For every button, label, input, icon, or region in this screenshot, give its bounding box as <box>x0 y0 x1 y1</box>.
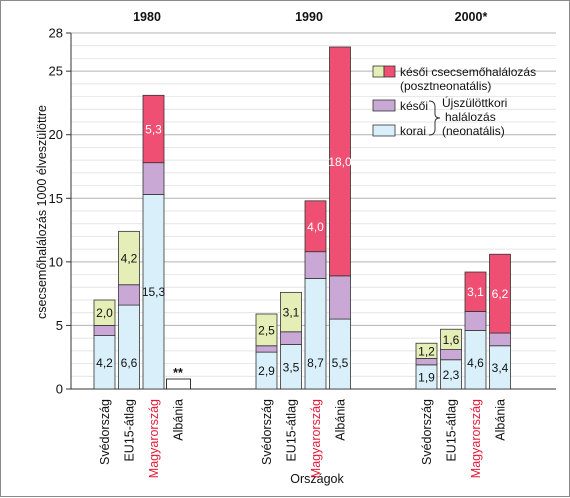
bar-kesoi <box>489 332 511 347</box>
legend-label-korai: korai <box>400 124 426 138</box>
year-label: 1980 <box>133 10 161 24</box>
bar-posztneonatalis <box>93 299 116 326</box>
category-label: Svédország <box>260 399 274 465</box>
bar-value-label: 8,7 <box>307 356 324 370</box>
category-label: EU15-átlag <box>123 399 137 462</box>
bar-posztneonatalis <box>118 230 140 286</box>
category-label: Svédország <box>98 399 112 465</box>
bar-value-label: 2,3 <box>443 368 460 382</box>
bar-value-label: 5,3 <box>145 122 162 136</box>
bar-posztneonatalis <box>489 253 511 334</box>
bar-value-label: 2,5 <box>258 323 275 337</box>
bar-value-label: 1,2 <box>418 344 435 358</box>
bar-posztneonatalis <box>255 313 278 347</box>
legend-label-kesoi: késői <box>400 99 428 113</box>
bar-value-label: 3,5 <box>283 360 300 374</box>
bar-posztneonatalis <box>464 271 487 312</box>
bar-kesoi <box>415 358 438 366</box>
category-label: Magyarország <box>147 399 161 478</box>
bar-value-label: 18,0 <box>328 155 352 169</box>
legend-label-neo-2: halálozás <box>445 110 496 124</box>
bar-value-label: 3,1 <box>283 306 300 320</box>
bar-value-label: 4,6 <box>467 356 484 370</box>
missing-data-bracket <box>166 378 191 389</box>
bar-value-label: 1,9 <box>418 370 435 384</box>
legend-swatch-posztneonatalis-red <box>383 65 396 78</box>
bar-kesoi <box>329 275 351 320</box>
year-label: 1990 <box>295 10 323 24</box>
bar-kesoi <box>142 162 165 195</box>
category-label: Albánia <box>172 399 186 441</box>
y-axis-label: csecsemőhalálozás 1000 élveszülöttre <box>35 105 49 319</box>
category-label: Magyarország <box>309 399 323 478</box>
y-tick-label: 5 <box>56 318 63 333</box>
bar-value-label: 3,4 <box>492 361 509 375</box>
legend-swatch-posztneonatalis-green <box>372 65 385 78</box>
category-label: Magyarország <box>469 399 483 478</box>
category-label: EU15-átlag <box>445 399 459 462</box>
bar-value-label: 2,9 <box>258 364 275 378</box>
bar-value-label: 3,1 <box>467 285 484 299</box>
legend-swatch-korai <box>372 124 396 137</box>
bar-value-label: 6,6 <box>121 356 138 370</box>
y-tick-label: 20 <box>49 127 63 142</box>
y-tick-label: 25 <box>49 64 63 79</box>
legend-label-neo-1: Újszülöttkori <box>442 95 507 110</box>
bar-korai <box>329 318 351 390</box>
legend-label-poszt-sub: (posztneonatális) <box>400 79 491 93</box>
bar-value-label: 5,5 <box>332 356 349 370</box>
y-tick-label: 10 <box>49 254 63 269</box>
bar-kesoi <box>280 331 302 345</box>
bar-posztneonatalis <box>440 328 462 350</box>
category-label: Albánia <box>334 399 348 441</box>
category-label: Svédország <box>420 399 434 465</box>
bar-korai <box>118 304 140 390</box>
category-label: EU15-átlag <box>285 399 299 462</box>
legend-label-neo-3: (neonatális) <box>442 124 505 138</box>
y-tick-label: 28 <box>49 26 63 41</box>
bar-value-label: 6,2 <box>492 287 509 301</box>
bar-korai <box>304 277 327 390</box>
x-axis-label: Országok <box>290 472 344 486</box>
legend-brace <box>428 100 441 136</box>
bar-kesoi <box>93 325 116 336</box>
bar-posztneonatalis <box>142 94 165 164</box>
bar-kesoi <box>304 251 327 279</box>
bar-value-label: 1,6 <box>443 333 460 347</box>
bar-value-label: 4,0 <box>307 220 324 234</box>
bar-posztneonatalis <box>329 46 351 277</box>
legend-swatch-kesoi <box>372 99 396 112</box>
year-label: 2000* <box>455 10 488 24</box>
bar-kesoi <box>440 349 462 361</box>
bar-posztneonatalis <box>280 291 302 333</box>
y-tick-label: 0 <box>56 382 63 397</box>
bar-kesoi <box>464 311 487 331</box>
bar-posztneonatalis <box>304 200 327 253</box>
category-label: Albánia <box>494 399 508 441</box>
bar-value-label: 4,2 <box>96 356 113 370</box>
missing-data-mark: ** <box>173 366 183 380</box>
legend-label-poszt: késői csecsemőhalálozás <box>400 65 536 79</box>
bar-kesoi <box>255 345 278 353</box>
y-tick-label: 15 <box>49 191 63 206</box>
bar-kesoi <box>118 284 140 306</box>
bar-value-label: 2,0 <box>96 306 113 320</box>
bar-posztneonatalis <box>415 342 438 359</box>
bar-value-label: 4,2 <box>121 252 138 266</box>
bar-value-label: 15,3 <box>142 285 166 299</box>
